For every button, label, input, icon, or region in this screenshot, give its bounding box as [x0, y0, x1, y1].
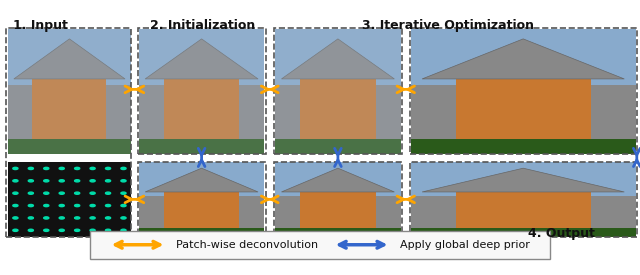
Circle shape — [59, 180, 64, 182]
FancyBboxPatch shape — [139, 29, 264, 154]
Polygon shape — [422, 39, 624, 79]
Circle shape — [75, 167, 80, 169]
FancyBboxPatch shape — [300, 192, 376, 229]
Circle shape — [121, 217, 126, 219]
FancyBboxPatch shape — [275, 228, 401, 236]
Circle shape — [28, 217, 33, 219]
Circle shape — [44, 180, 49, 182]
Circle shape — [59, 192, 64, 194]
Circle shape — [106, 229, 111, 232]
Polygon shape — [282, 39, 394, 79]
FancyBboxPatch shape — [411, 29, 636, 154]
Circle shape — [90, 205, 95, 207]
FancyBboxPatch shape — [275, 139, 401, 154]
Text: Apply global deep prior: Apply global deep prior — [400, 240, 530, 250]
Circle shape — [121, 192, 126, 194]
FancyBboxPatch shape — [139, 162, 264, 236]
FancyBboxPatch shape — [164, 79, 239, 142]
FancyBboxPatch shape — [90, 231, 550, 258]
FancyBboxPatch shape — [411, 29, 636, 85]
FancyBboxPatch shape — [33, 79, 106, 142]
Circle shape — [106, 205, 111, 207]
Circle shape — [106, 192, 111, 194]
FancyBboxPatch shape — [139, 29, 264, 154]
Circle shape — [121, 180, 126, 182]
Polygon shape — [14, 39, 125, 79]
Circle shape — [44, 192, 49, 194]
Text: Patch-wise deconvolution: Patch-wise deconvolution — [176, 240, 318, 250]
Circle shape — [28, 229, 33, 232]
Circle shape — [13, 192, 18, 194]
Circle shape — [44, 217, 49, 219]
Circle shape — [90, 180, 95, 182]
FancyBboxPatch shape — [275, 162, 401, 196]
Circle shape — [28, 192, 33, 194]
FancyBboxPatch shape — [139, 228, 264, 236]
Text: 4. Output: 4. Output — [528, 227, 595, 240]
Circle shape — [13, 229, 18, 232]
Polygon shape — [282, 168, 394, 192]
FancyBboxPatch shape — [300, 79, 376, 142]
FancyBboxPatch shape — [411, 228, 636, 236]
Circle shape — [121, 229, 126, 232]
Circle shape — [75, 229, 80, 232]
Circle shape — [59, 167, 64, 169]
FancyBboxPatch shape — [275, 29, 401, 154]
FancyBboxPatch shape — [411, 162, 636, 196]
FancyBboxPatch shape — [139, 139, 264, 154]
Circle shape — [121, 205, 126, 207]
Circle shape — [44, 205, 49, 207]
FancyBboxPatch shape — [8, 139, 131, 154]
FancyBboxPatch shape — [164, 192, 239, 229]
Text: 2. Initialization: 2. Initialization — [150, 19, 255, 32]
Circle shape — [28, 167, 33, 169]
Circle shape — [44, 167, 49, 169]
FancyBboxPatch shape — [139, 162, 264, 196]
FancyBboxPatch shape — [8, 29, 131, 85]
Circle shape — [106, 167, 111, 169]
FancyBboxPatch shape — [8, 162, 131, 236]
FancyBboxPatch shape — [275, 29, 401, 85]
FancyBboxPatch shape — [8, 162, 131, 236]
Circle shape — [106, 217, 111, 219]
Circle shape — [44, 229, 49, 232]
Circle shape — [90, 217, 95, 219]
Circle shape — [13, 217, 18, 219]
FancyBboxPatch shape — [456, 192, 591, 229]
FancyBboxPatch shape — [8, 29, 131, 154]
FancyBboxPatch shape — [411, 162, 636, 236]
Polygon shape — [422, 168, 624, 192]
Circle shape — [13, 205, 18, 207]
Circle shape — [13, 167, 18, 169]
Circle shape — [90, 192, 95, 194]
Circle shape — [75, 180, 80, 182]
FancyBboxPatch shape — [139, 29, 264, 85]
Text: 3. Iterative Optimization: 3. Iterative Optimization — [362, 19, 534, 32]
Text: 1. Input: 1. Input — [13, 19, 68, 32]
Circle shape — [28, 180, 33, 182]
Circle shape — [59, 217, 64, 219]
FancyBboxPatch shape — [411, 139, 636, 154]
Circle shape — [13, 180, 18, 182]
Polygon shape — [145, 39, 258, 79]
FancyBboxPatch shape — [275, 162, 401, 236]
Circle shape — [121, 167, 126, 169]
Circle shape — [90, 167, 95, 169]
Circle shape — [28, 205, 33, 207]
Circle shape — [59, 229, 64, 232]
Circle shape — [75, 205, 80, 207]
Circle shape — [106, 180, 111, 182]
Circle shape — [75, 217, 80, 219]
FancyBboxPatch shape — [275, 29, 401, 154]
FancyBboxPatch shape — [8, 29, 131, 154]
FancyBboxPatch shape — [456, 79, 591, 142]
Circle shape — [75, 192, 80, 194]
Circle shape — [59, 205, 64, 207]
Circle shape — [90, 229, 95, 232]
Polygon shape — [145, 168, 258, 192]
